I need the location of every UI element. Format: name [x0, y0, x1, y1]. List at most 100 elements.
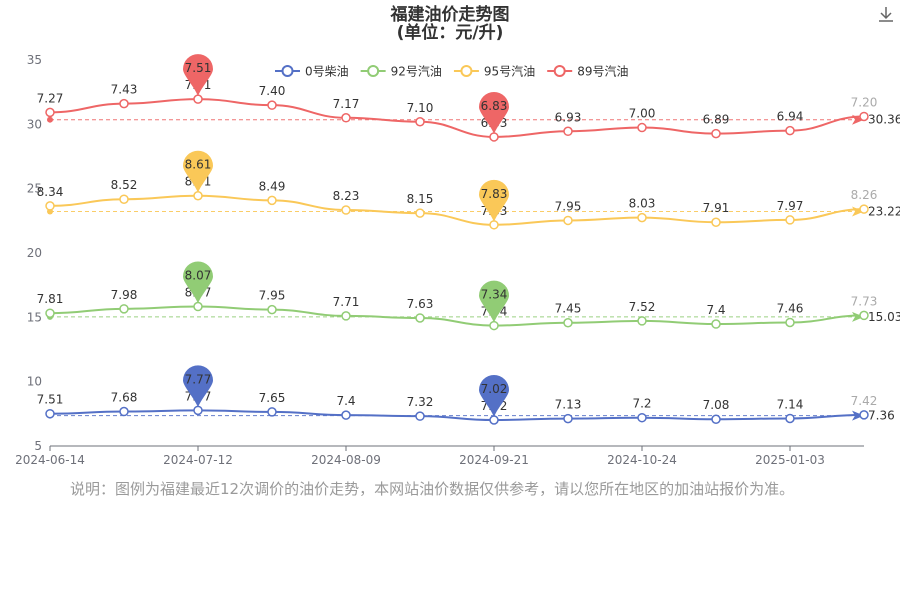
x-tick-label: 2024-06-14 [15, 453, 85, 467]
data-point [489, 132, 499, 142]
series-3: 30.36 7.27 7.43 7.51 7.40 7.17 7.10 6.83 6.93 7.0… [37, 54, 900, 142]
legend-item-0[interactable]: 0号柴油 [275, 65, 349, 79]
y-tick-label: 10 [27, 375, 42, 389]
legend: 0号柴油 92号汽油 95号汽油 89号汽油 [275, 64, 628, 79]
data-label: 7.43 [111, 83, 138, 97]
data-point [415, 313, 425, 323]
data-point [563, 413, 573, 424]
legend-label: 95号汽油 [484, 64, 535, 79]
y-tick-label: 35 [27, 53, 42, 67]
data-point [267, 407, 277, 417]
data-point [637, 122, 647, 133]
max-pin [183, 365, 213, 408]
legend-marker [553, 65, 566, 77]
y-tick-label: 25 [27, 182, 42, 196]
max-pin-label: 7.77 [185, 372, 212, 386]
data-point [785, 215, 795, 225]
data-point [193, 301, 203, 312]
min-pin-label: 7.83 [481, 187, 508, 201]
series-0: 7.36 7.51 7.68 7.77 7.65 7.4 7.32 7.02 7.13 7.2 7.… [37, 365, 895, 425]
data-label: 6.93 [555, 110, 582, 124]
data-label: 7.42 [851, 394, 878, 408]
average-value-label: 23.22 [868, 205, 900, 219]
series-line [49, 98, 865, 138]
chart-subtitle: (单位：元/升) [397, 22, 504, 43]
y-tick-label: 5 [34, 439, 42, 453]
data-label: 8.52 [111, 178, 138, 192]
data-label: 8.34 [37, 185, 64, 199]
x-tick-label: 2024-07-12 [163, 453, 233, 467]
y-tick-label: 30 [27, 117, 42, 131]
data-point [45, 201, 55, 211]
data-point [267, 195, 277, 206]
data-point [341, 205, 351, 215]
data-label: 8.15 [407, 192, 434, 206]
legend-label: 92号汽油 [391, 64, 442, 79]
data-label: 7.45 [555, 302, 582, 316]
data-point [415, 208, 425, 218]
series-line [49, 305, 865, 327]
max-pin [183, 150, 213, 193]
data-point [45, 308, 55, 318]
data-point [711, 414, 721, 424]
data-label: 7.68 [111, 391, 138, 405]
data-point [341, 311, 351, 321]
series-line [49, 409, 865, 422]
data-label: 6.89 [703, 113, 730, 127]
legend-marker [281, 65, 294, 77]
min-pin-label: 7.34 [481, 288, 508, 302]
data-label: 7.97 [777, 199, 804, 213]
data-label: 7.10 [407, 101, 434, 115]
min-pin-label: 7.02 [481, 382, 508, 396]
data-point [119, 194, 129, 204]
data-label: 8.26 [851, 188, 878, 202]
x-tick-label: 2024-09-21 [459, 453, 529, 467]
x-tick-label: 2024-10-24 [607, 453, 677, 467]
data-label: 7.63 [407, 297, 434, 311]
data-label: 7.46 [777, 301, 804, 315]
footnote: 说明：图例为福建最近12次调价的油价走势，本网站油价数据仅供参考，请以您所在地区… [70, 480, 795, 498]
data-point [563, 215, 573, 226]
download-icon[interactable] [879, 7, 893, 22]
data-point [563, 126, 573, 137]
legend-marker [460, 65, 473, 77]
data-point [341, 410, 351, 420]
data-label: 7.20 [851, 95, 878, 109]
average-value-label: 30.36 [868, 113, 900, 127]
data-label: 7.65 [259, 391, 286, 405]
data-label: 7.81 [37, 292, 64, 306]
data-label: 7.2 [632, 397, 651, 411]
data-label: 6.94 [777, 110, 804, 124]
legend-item-2[interactable]: 95号汽油 [453, 64, 535, 79]
min-pin [479, 91, 509, 134]
data-point [785, 125, 795, 136]
data-point [859, 410, 869, 420]
max-pin-label: 8.61 [185, 158, 212, 172]
legend-label: 89号汽油 [577, 64, 628, 79]
data-label: 7.27 [37, 91, 64, 105]
data-point [45, 408, 55, 419]
data-label: 7.52 [629, 300, 656, 314]
data-point [415, 411, 425, 421]
data-point [859, 204, 869, 214]
data-point [637, 212, 647, 223]
series-line [49, 194, 865, 226]
series-2: 23.22 8.34 8.52 8.61 8.49 8.23 8.15 7.83 7.95 8.0… [37, 150, 900, 230]
axes: 5 10 15 20 25 30 35 2024-06-14 2024-07-12 2024-08… [15, 53, 864, 467]
x-tick-label: 2024-08-09 [311, 453, 381, 467]
data-label: 8.03 [629, 197, 656, 211]
min-pin [479, 375, 509, 418]
data-label: 7.00 [629, 107, 656, 121]
data-label: 7.4 [706, 303, 725, 317]
average-value-label: 15.03 [868, 310, 900, 324]
legend-item-1[interactable]: 92号汽油 [360, 64, 442, 79]
legend-marker [367, 65, 380, 77]
chart-title: 福建油价走势图 [390, 4, 510, 25]
data-point [859, 111, 869, 122]
data-point [637, 412, 647, 423]
legend-item-3[interactable]: 89号汽油 [547, 64, 628, 79]
min-pin [479, 179, 509, 222]
data-label: 7.13 [555, 398, 582, 412]
data-label: 7.95 [259, 289, 286, 303]
x-tick-label: 2025-01-03 [755, 453, 825, 467]
